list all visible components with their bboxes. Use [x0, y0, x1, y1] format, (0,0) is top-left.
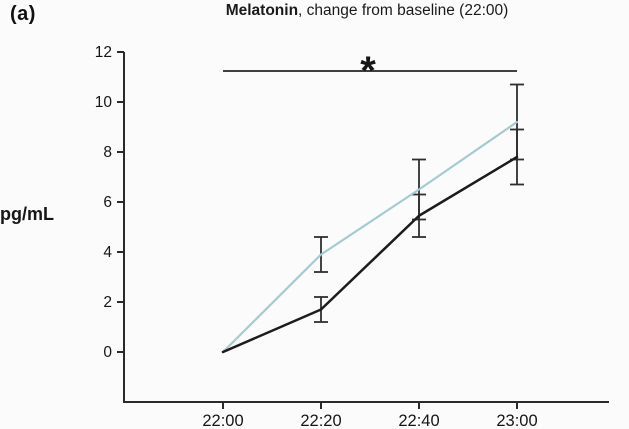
chart-title: Melatonin, change from baseline (22:00)	[124, 2, 610, 20]
x-tick-label: 22:20	[300, 412, 341, 429]
chart-title-rest: , change from baseline (22:00)	[298, 2, 509, 19]
series-black-line	[221, 155, 519, 354]
y-axis-unit-label: pg/mL	[0, 204, 54, 224]
x-tick-label: 22:40	[398, 412, 439, 429]
significance-asterisk: *	[360, 49, 376, 93]
panel-label: (a)	[10, 3, 36, 25]
y-tick-label: 12	[95, 44, 112, 61]
y-tick-label: 6	[103, 194, 112, 211]
chart-title-bold: Melatonin	[225, 2, 299, 19]
y-tick-label: 8	[103, 144, 112, 161]
x-tick-label: 23:00	[496, 412, 537, 429]
y-tick-label: 10	[95, 94, 113, 111]
y-tick-label: 0	[103, 344, 112, 361]
y-tick-label: 2	[103, 294, 112, 311]
x-tick-label: 22:00	[202, 412, 243, 429]
y-tick-label: 4	[103, 244, 112, 261]
series-teal-line	[221, 120, 519, 354]
